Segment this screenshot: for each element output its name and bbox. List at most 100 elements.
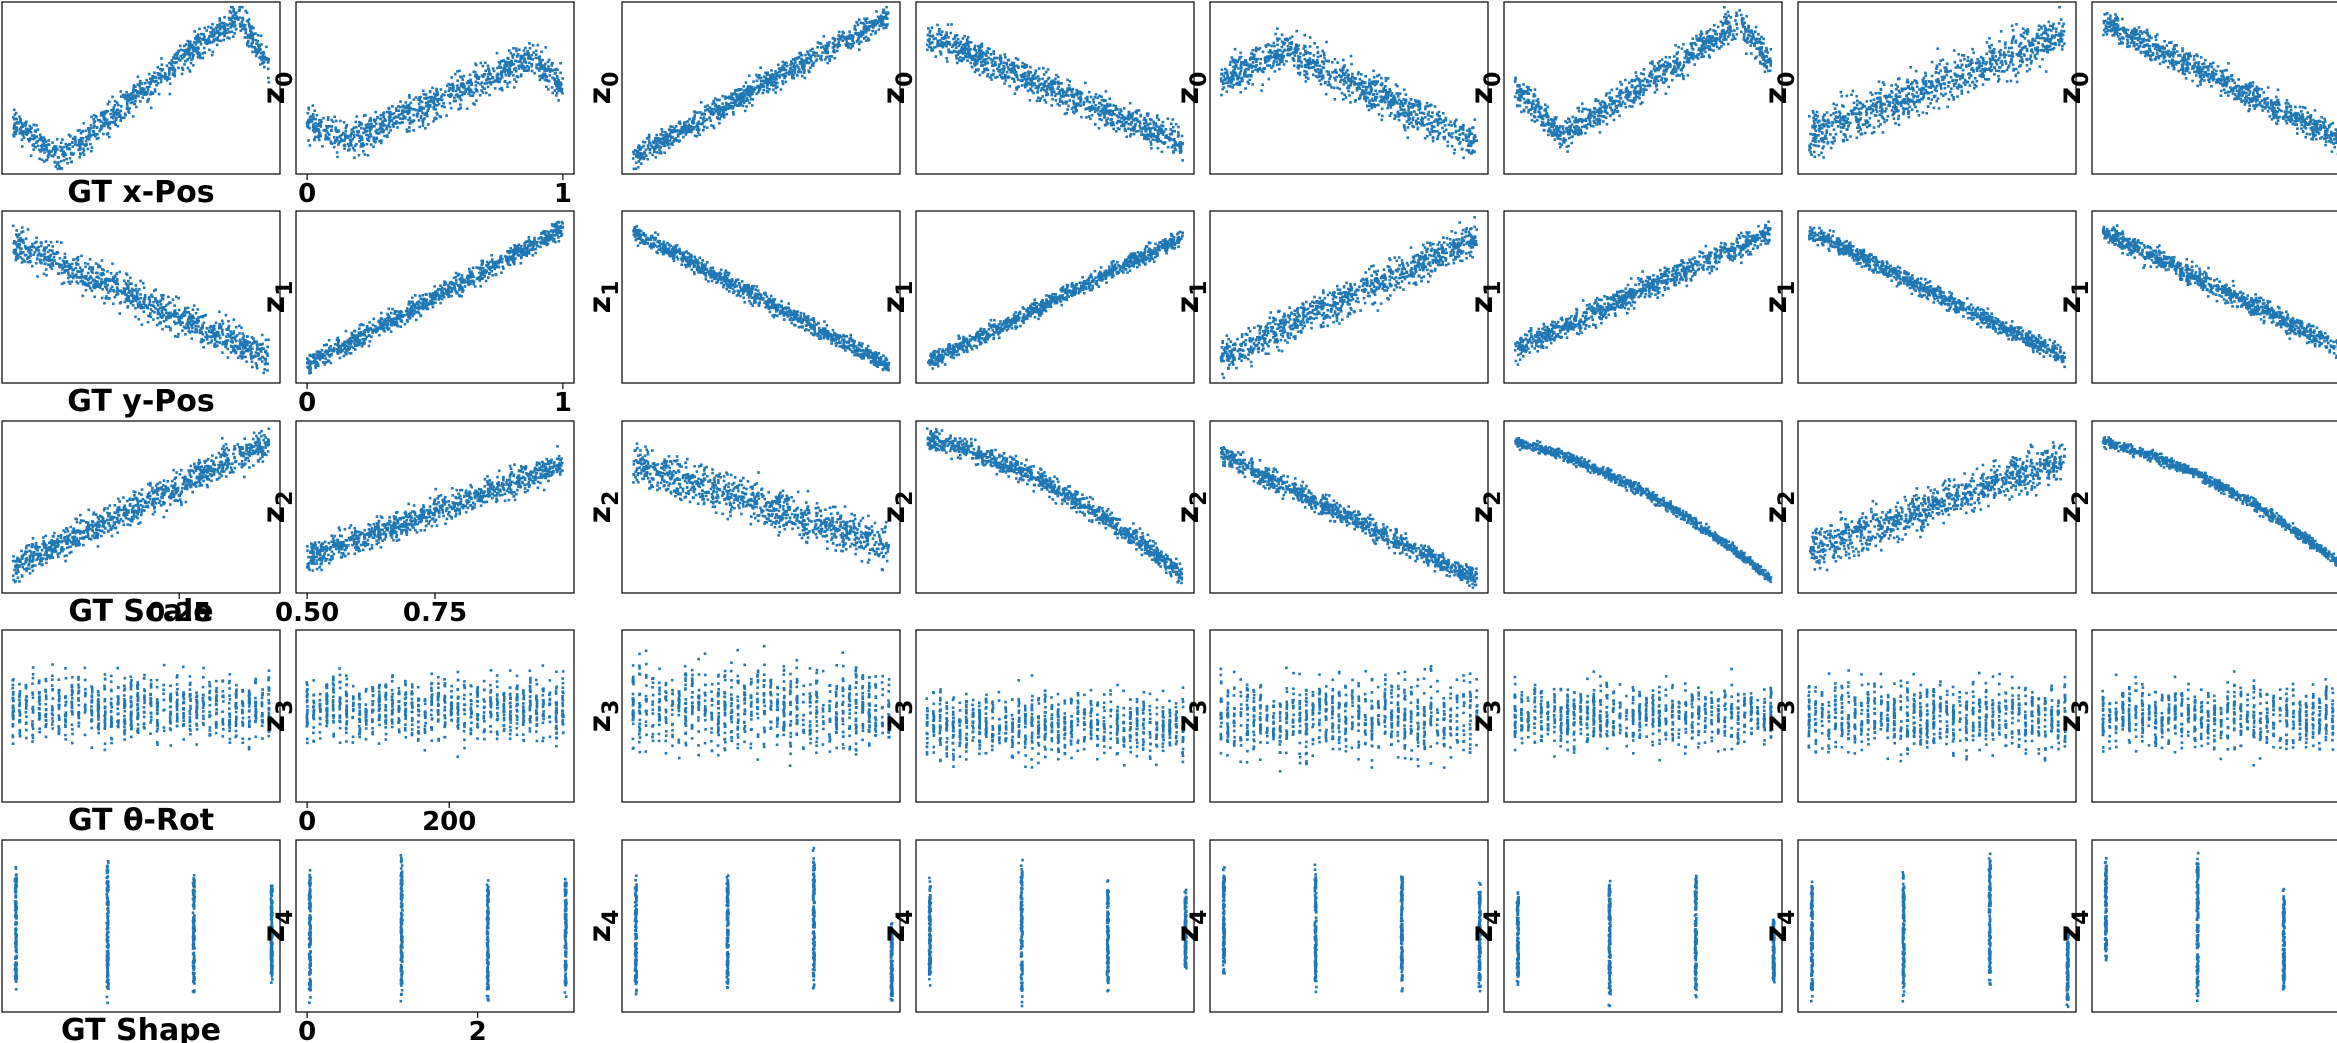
scatter-point xyxy=(703,109,707,112)
scatter-point xyxy=(407,118,410,122)
scatter-point xyxy=(1436,122,1440,126)
scatter-point xyxy=(955,50,958,53)
scatter-point xyxy=(759,76,763,80)
scatter-point xyxy=(645,154,648,157)
scatter-point xyxy=(863,37,866,40)
scatter-point xyxy=(1124,129,1127,133)
scatter-point xyxy=(543,73,547,76)
scatter-point xyxy=(1150,127,1153,130)
scatter-point xyxy=(631,157,635,160)
scatter-point xyxy=(1135,117,1138,121)
scatter-point xyxy=(735,95,738,98)
scatter-point xyxy=(1280,33,1284,36)
scatter-point xyxy=(369,116,372,120)
scatter-point xyxy=(813,51,817,55)
scatter-point xyxy=(659,152,663,155)
scatter-point xyxy=(425,111,428,115)
scatter-point xyxy=(1420,116,1424,120)
scatter-point xyxy=(1042,66,1045,70)
scatter-point xyxy=(113,99,117,103)
scatter-point xyxy=(337,141,341,145)
scatter-point xyxy=(1160,127,1163,130)
scatter-point xyxy=(1157,137,1161,141)
scatter-point xyxy=(1004,56,1007,59)
scatter-point xyxy=(187,48,191,52)
scatter-point xyxy=(973,44,977,48)
scatter-point xyxy=(1010,77,1014,80)
scatter-point xyxy=(332,136,336,139)
scatter-point xyxy=(1075,88,1078,92)
scatter-point xyxy=(474,70,477,74)
scatter-point xyxy=(1453,148,1456,152)
scatter-point xyxy=(361,144,365,148)
scatter-point xyxy=(980,49,983,52)
scatter-point xyxy=(1137,129,1140,133)
scatter-point xyxy=(192,45,196,49)
scatter-point xyxy=(874,32,877,35)
scatter-point xyxy=(29,131,33,134)
scatter-point xyxy=(871,29,874,33)
scatter-point xyxy=(657,145,661,148)
scatter-point xyxy=(1230,82,1233,85)
scatter-point xyxy=(936,43,940,46)
scatter-point xyxy=(15,126,19,130)
scatter-point xyxy=(474,87,478,91)
scatter-point xyxy=(58,166,62,170)
scatter-point xyxy=(764,71,768,75)
scatter-point xyxy=(1098,114,1101,117)
scatter-point xyxy=(740,87,743,91)
scatter-point xyxy=(1342,58,1345,62)
scatter-point xyxy=(461,78,465,81)
scatter-point xyxy=(379,127,382,130)
scatter-point xyxy=(880,16,884,20)
scatter-point xyxy=(458,69,461,73)
scatter-point xyxy=(439,115,443,119)
scatter-point xyxy=(985,58,988,61)
scatter-point xyxy=(799,70,803,74)
scatter-point xyxy=(412,119,416,122)
scatter-point xyxy=(261,56,264,60)
scatter-point xyxy=(859,21,863,25)
scatter-point xyxy=(219,25,223,28)
scatter-point xyxy=(1028,78,1032,82)
scatter-point xyxy=(872,26,875,29)
scatter-point xyxy=(33,136,36,140)
scatter-point xyxy=(160,63,164,66)
scatter-point xyxy=(352,135,356,139)
scatter-point xyxy=(551,91,554,95)
scatter-point xyxy=(851,44,855,48)
scatter-point xyxy=(1305,70,1308,74)
scatter-point xyxy=(103,122,106,125)
scatter-point xyxy=(647,139,651,142)
scatter-point xyxy=(732,113,735,116)
scatter-point xyxy=(144,82,147,85)
scatter-point xyxy=(1087,115,1091,118)
scatter-point xyxy=(877,28,881,31)
scatter-point xyxy=(943,41,946,45)
scatter-point xyxy=(948,43,952,46)
scatter-point xyxy=(1007,76,1010,80)
scatter-point xyxy=(1289,47,1293,51)
scatter-point xyxy=(1141,133,1145,136)
scatter-point xyxy=(1121,122,1124,126)
scatter-point xyxy=(1002,76,1006,79)
scatter-point xyxy=(405,104,409,107)
scatter-point xyxy=(171,68,174,71)
scatter-point xyxy=(417,119,421,122)
scatter-point xyxy=(1403,125,1406,128)
scatter-point xyxy=(1268,56,1272,60)
scatter-point xyxy=(330,125,334,128)
scatter-point xyxy=(358,136,362,140)
scatter-point xyxy=(1037,79,1040,83)
scatter-point xyxy=(553,68,557,71)
scatter-point xyxy=(232,8,236,11)
scatter-point xyxy=(1111,112,1115,115)
scatter-point xyxy=(63,145,66,149)
scatter-point xyxy=(256,34,260,37)
scatter-point xyxy=(361,142,365,145)
scatter-point xyxy=(1388,88,1391,91)
scatter-point xyxy=(818,42,821,45)
scatter-point xyxy=(540,50,543,54)
scatter-point xyxy=(380,127,384,130)
scatter-point xyxy=(16,121,19,124)
